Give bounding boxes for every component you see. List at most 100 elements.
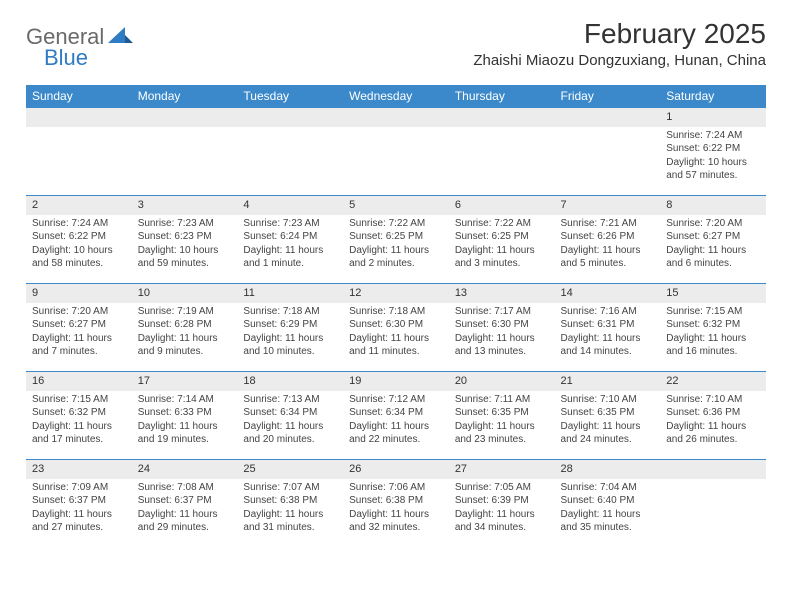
day-details: Sunrise: 7:14 AMSunset: 6:33 PMDaylight:…	[132, 391, 238, 451]
daylight-line: Daylight: 11 hours and 16 minutes.	[666, 332, 760, 359]
calendar-day-cell: 12Sunrise: 7:18 AMSunset: 6:30 PMDayligh…	[343, 283, 449, 371]
day-number: 10	[132, 283, 238, 303]
daylight-line: Daylight: 11 hours and 19 minutes.	[138, 420, 232, 447]
day-number: 8	[660, 195, 766, 215]
calendar-day-cell: 10Sunrise: 7:19 AMSunset: 6:28 PMDayligh…	[132, 283, 238, 371]
title-block: February 2025 Zhaishi Miaozu Dongzuxiang…	[473, 18, 766, 69]
daylight-line: Daylight: 11 hours and 35 minutes.	[561, 508, 655, 535]
sunset-line: Sunset: 6:37 PM	[138, 494, 232, 508]
sunset-line: Sunset: 6:25 PM	[349, 230, 443, 244]
day-number: 7	[555, 195, 661, 215]
calendar-day-cell: 15Sunrise: 7:15 AMSunset: 6:32 PMDayligh…	[660, 283, 766, 371]
daylight-line: Daylight: 11 hours and 11 minutes.	[349, 332, 443, 359]
sunrise-line: Sunrise: 7:24 AM	[32, 217, 126, 231]
empty-day-number	[449, 107, 555, 127]
day-number: 17	[132, 371, 238, 391]
day-number: 18	[237, 371, 343, 391]
sunset-line: Sunset: 6:40 PM	[561, 494, 655, 508]
day-details: Sunrise: 7:23 AMSunset: 6:23 PMDaylight:…	[132, 215, 238, 275]
sunrise-line: Sunrise: 7:18 AM	[349, 305, 443, 319]
calendar-empty-cell	[660, 459, 766, 547]
sunset-line: Sunset: 6:22 PM	[666, 142, 760, 156]
day-number: 28	[555, 459, 661, 479]
sunset-line: Sunset: 6:31 PM	[561, 318, 655, 332]
calendar-day-cell: 25Sunrise: 7:07 AMSunset: 6:38 PMDayligh…	[237, 459, 343, 547]
sunrise-line: Sunrise: 7:11 AM	[455, 393, 549, 407]
day-number: 16	[26, 371, 132, 391]
sunset-line: Sunset: 6:38 PM	[349, 494, 443, 508]
calendar-day-cell: 21Sunrise: 7:10 AMSunset: 6:35 PMDayligh…	[555, 371, 661, 459]
day-details: Sunrise: 7:17 AMSunset: 6:30 PMDaylight:…	[449, 303, 555, 363]
day-number: 23	[26, 459, 132, 479]
day-details: Sunrise: 7:08 AMSunset: 6:37 PMDaylight:…	[132, 479, 238, 539]
sunset-line: Sunset: 6:38 PM	[243, 494, 337, 508]
empty-day-number	[132, 107, 238, 127]
sunset-line: Sunset: 6:34 PM	[243, 406, 337, 420]
day-number: 25	[237, 459, 343, 479]
day-number: 5	[343, 195, 449, 215]
day-number: 21	[555, 371, 661, 391]
sunrise-line: Sunrise: 7:20 AM	[666, 217, 760, 231]
sunrise-line: Sunrise: 7:15 AM	[666, 305, 760, 319]
sunrise-line: Sunrise: 7:16 AM	[561, 305, 655, 319]
daylight-line: Daylight: 11 hours and 1 minute.	[243, 244, 337, 271]
calendar-day-cell: 13Sunrise: 7:17 AMSunset: 6:30 PMDayligh…	[449, 283, 555, 371]
calendar-week-row: 2Sunrise: 7:24 AMSunset: 6:22 PMDaylight…	[26, 195, 766, 283]
daylight-line: Daylight: 11 hours and 7 minutes.	[32, 332, 126, 359]
day-details: Sunrise: 7:22 AMSunset: 6:25 PMDaylight:…	[449, 215, 555, 275]
day-details: Sunrise: 7:11 AMSunset: 6:35 PMDaylight:…	[449, 391, 555, 451]
day-number: 4	[237, 195, 343, 215]
daylight-line: Daylight: 10 hours and 59 minutes.	[138, 244, 232, 271]
sunset-line: Sunset: 6:30 PM	[455, 318, 549, 332]
sunset-line: Sunset: 6:33 PM	[138, 406, 232, 420]
logo-triangle-icon	[108, 25, 134, 50]
location-subtitle: Zhaishi Miaozu Dongzuxiang, Hunan, China	[473, 52, 766, 69]
calendar-day-cell: 18Sunrise: 7:13 AMSunset: 6:34 PMDayligh…	[237, 371, 343, 459]
sunset-line: Sunset: 6:36 PM	[666, 406, 760, 420]
day-details: Sunrise: 7:07 AMSunset: 6:38 PMDaylight:…	[237, 479, 343, 539]
day-details: Sunrise: 7:20 AMSunset: 6:27 PMDaylight:…	[26, 303, 132, 363]
day-details: Sunrise: 7:09 AMSunset: 6:37 PMDaylight:…	[26, 479, 132, 539]
sunrise-line: Sunrise: 7:07 AM	[243, 481, 337, 495]
sunset-line: Sunset: 6:28 PM	[138, 318, 232, 332]
daylight-line: Daylight: 11 hours and 13 minutes.	[455, 332, 549, 359]
sunset-line: Sunset: 6:24 PM	[243, 230, 337, 244]
calendar-day-cell: 22Sunrise: 7:10 AMSunset: 6:36 PMDayligh…	[660, 371, 766, 459]
sunset-line: Sunset: 6:35 PM	[561, 406, 655, 420]
sunset-line: Sunset: 6:27 PM	[666, 230, 760, 244]
day-details: Sunrise: 7:13 AMSunset: 6:34 PMDaylight:…	[237, 391, 343, 451]
calendar-body: 1Sunrise: 7:24 AMSunset: 6:22 PMDaylight…	[26, 107, 766, 547]
day-details: Sunrise: 7:16 AMSunset: 6:31 PMDaylight:…	[555, 303, 661, 363]
sunrise-line: Sunrise: 7:12 AM	[349, 393, 443, 407]
sunrise-line: Sunrise: 7:24 AM	[666, 129, 760, 143]
sunrise-line: Sunrise: 7:15 AM	[32, 393, 126, 407]
calendar-day-cell: 7Sunrise: 7:21 AMSunset: 6:26 PMDaylight…	[555, 195, 661, 283]
sunset-line: Sunset: 6:25 PM	[455, 230, 549, 244]
calendar-week-row: 23Sunrise: 7:09 AMSunset: 6:37 PMDayligh…	[26, 459, 766, 547]
day-details: Sunrise: 7:12 AMSunset: 6:34 PMDaylight:…	[343, 391, 449, 451]
sunset-line: Sunset: 6:30 PM	[349, 318, 443, 332]
daylight-line: Daylight: 11 hours and 29 minutes.	[138, 508, 232, 535]
day-details: Sunrise: 7:15 AMSunset: 6:32 PMDaylight:…	[26, 391, 132, 451]
day-number: 27	[449, 459, 555, 479]
empty-day-number	[237, 107, 343, 127]
sunrise-line: Sunrise: 7:22 AM	[349, 217, 443, 231]
sunrise-line: Sunrise: 7:05 AM	[455, 481, 549, 495]
sunset-line: Sunset: 6:37 PM	[32, 494, 126, 508]
daylight-line: Daylight: 11 hours and 5 minutes.	[561, 244, 655, 271]
daylight-line: Daylight: 11 hours and 6 minutes.	[666, 244, 760, 271]
day-details: Sunrise: 7:24 AMSunset: 6:22 PMDaylight:…	[660, 127, 766, 187]
day-details: Sunrise: 7:18 AMSunset: 6:29 PMDaylight:…	[237, 303, 343, 363]
daylight-line: Daylight: 11 hours and 24 minutes.	[561, 420, 655, 447]
calendar-day-cell: 16Sunrise: 7:15 AMSunset: 6:32 PMDayligh…	[26, 371, 132, 459]
weekday-header: Sunday	[26, 85, 132, 107]
weekday-header: Saturday	[660, 85, 766, 107]
calendar-empty-cell	[343, 107, 449, 195]
day-details: Sunrise: 7:19 AMSunset: 6:28 PMDaylight:…	[132, 303, 238, 363]
day-number: 24	[132, 459, 238, 479]
day-details: Sunrise: 7:23 AMSunset: 6:24 PMDaylight:…	[237, 215, 343, 275]
day-number: 20	[449, 371, 555, 391]
weekday-header: Thursday	[449, 85, 555, 107]
calendar-day-cell: 17Sunrise: 7:14 AMSunset: 6:33 PMDayligh…	[132, 371, 238, 459]
day-details: Sunrise: 7:04 AMSunset: 6:40 PMDaylight:…	[555, 479, 661, 539]
